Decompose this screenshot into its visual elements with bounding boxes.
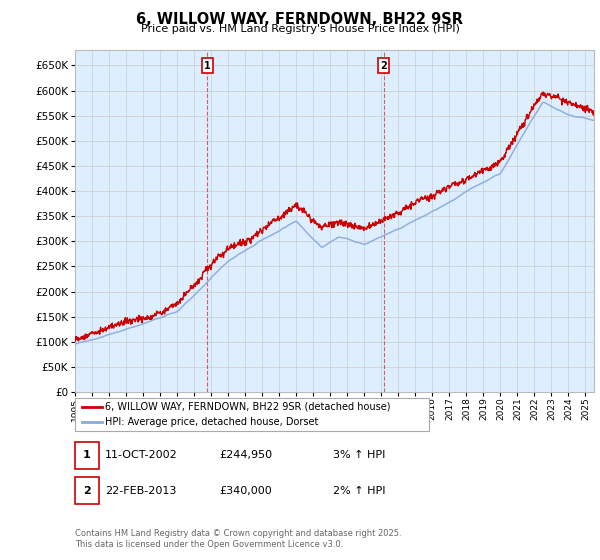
Text: 6, WILLOW WAY, FERNDOWN, BH22 9SR (detached house): 6, WILLOW WAY, FERNDOWN, BH22 9SR (detac… [105,402,391,412]
Text: 1: 1 [204,61,211,71]
Text: Contains HM Land Registry data © Crown copyright and database right 2025.
This d: Contains HM Land Registry data © Crown c… [75,529,401,549]
Text: 2: 2 [380,61,387,71]
Text: 6, WILLOW WAY, FERNDOWN, BH22 9SR: 6, WILLOW WAY, FERNDOWN, BH22 9SR [137,12,464,27]
Text: £244,950: £244,950 [219,450,272,460]
Text: 1: 1 [83,450,91,460]
Text: 11-OCT-2002: 11-OCT-2002 [105,450,178,460]
Text: 22-FEB-2013: 22-FEB-2013 [105,486,176,496]
Text: HPI: Average price, detached house, Dorset: HPI: Average price, detached house, Dors… [105,417,319,427]
Text: Price paid vs. HM Land Registry's House Price Index (HPI): Price paid vs. HM Land Registry's House … [140,24,460,34]
Text: 2% ↑ HPI: 2% ↑ HPI [333,486,385,496]
Text: 2: 2 [83,486,91,496]
Text: £340,000: £340,000 [219,486,272,496]
Text: 3% ↑ HPI: 3% ↑ HPI [333,450,385,460]
